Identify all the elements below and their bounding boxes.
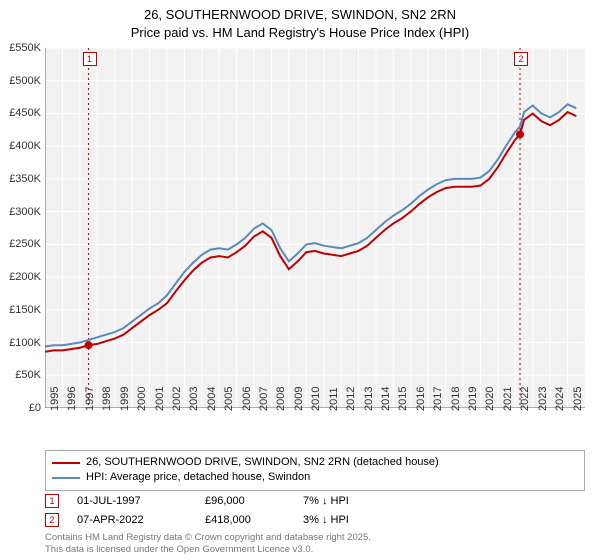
footer-line-1: Contains HM Land Registry data © Crown c…: [45, 532, 371, 544]
y-tick-label: £450K: [9, 107, 41, 119]
y-tick-label: £50K: [15, 369, 41, 381]
x-tick-label: 1995: [49, 387, 61, 411]
x-tick-label: 2005: [223, 387, 235, 411]
transaction-marker: 2: [45, 513, 59, 527]
x-tick-label: 2017: [432, 387, 444, 411]
transaction-row: 2 07-APR-2022 £418,000 3% ↓ HPI: [45, 511, 585, 530]
x-tick-label: 2009: [293, 387, 305, 411]
y-tick-label: £550K: [9, 42, 41, 54]
title-line-1: 26, SOUTHERNWOOD DRIVE, SWINDON, SN2 2RN: [0, 6, 600, 24]
transaction-date: 01-JUL-1997: [77, 492, 187, 511]
legend: 26, SOUTHERNWOOD DRIVE, SWINDON, SN2 2RN…: [45, 450, 585, 491]
y-tick-label: £150K: [9, 304, 41, 316]
legend-swatch: [52, 462, 80, 464]
x-tick-label: 1999: [119, 387, 131, 411]
y-tick-label: £350K: [9, 173, 41, 185]
x-tick-label: 2002: [171, 387, 183, 411]
y-tick-label: £300K: [9, 206, 41, 218]
x-tick-label: 2022: [519, 387, 531, 411]
x-tick-label: 2011: [328, 387, 340, 411]
x-tick-label: 2001: [154, 387, 166, 411]
legend-swatch: [52, 477, 80, 479]
y-tick-label: £250K: [9, 238, 41, 250]
x-tick-label: 2000: [136, 387, 148, 411]
chart-title: 26, SOUTHERNWOOD DRIVE, SWINDON, SN2 2RN…: [0, 0, 600, 41]
x-tick-label: 2021: [502, 387, 514, 411]
x-tick-label: 2007: [258, 387, 270, 411]
x-tick-label: 2019: [467, 387, 479, 411]
y-tick-label: £100K: [9, 337, 41, 349]
x-tick-label: 2004: [206, 387, 218, 411]
x-tick-label: 2012: [345, 387, 357, 411]
x-tick-label: 2024: [554, 387, 566, 411]
x-tick-label: 1998: [101, 387, 113, 411]
transaction-price: £418,000: [205, 511, 285, 530]
x-tick-label: 2018: [450, 387, 462, 411]
y-tick-label: £500K: [9, 75, 41, 87]
y-tick-label: £400K: [9, 140, 41, 152]
x-tick-label: 2003: [188, 387, 200, 411]
transaction-marker: 1: [45, 494, 59, 508]
x-tick-label: 1997: [84, 387, 96, 411]
legend-label: HPI: Average price, detached house, Swin…: [86, 470, 310, 485]
chart-area: £0£50K£100K£150K£200K£250K£300K£350K£400…: [45, 48, 585, 408]
chart-marker-1: 1: [83, 52, 97, 66]
transaction-price: £96,000: [205, 492, 285, 511]
legend-row-price_paid: 26, SOUTHERNWOOD DRIVE, SWINDON, SN2 2RN…: [52, 455, 578, 470]
transaction-row: 1 01-JUL-1997 £96,000 7% ↓ HPI: [45, 492, 585, 511]
transaction-diff: 3% ↓ HPI: [303, 511, 403, 530]
footer: Contains HM Land Registry data © Crown c…: [45, 532, 371, 557]
chart-container: 26, SOUTHERNWOOD DRIVE, SWINDON, SN2 2RN…: [0, 0, 600, 560]
chart-marker-2: 2: [514, 52, 528, 66]
x-tick-label: 2015: [397, 387, 409, 411]
x-tick-label: 2010: [310, 387, 322, 411]
x-tick-label: 1996: [66, 387, 78, 411]
x-tick-label: 2013: [363, 387, 375, 411]
x-tick-label: 2023: [537, 387, 549, 411]
legend-row-hpi: HPI: Average price, detached house, Swin…: [52, 470, 578, 485]
transaction-diff: 7% ↓ HPI: [303, 492, 403, 511]
x-tick-label: 2008: [275, 387, 287, 411]
x-tick-label: 2025: [572, 387, 584, 411]
y-tick-label: £200K: [9, 271, 41, 283]
transaction-date: 07-APR-2022: [77, 511, 187, 530]
x-tick-label: 2014: [380, 387, 392, 411]
y-tick-label: £0: [29, 402, 41, 414]
title-line-2: Price paid vs. HM Land Registry's House …: [0, 24, 600, 42]
plot-svg: [45, 48, 585, 408]
transactions-table: 1 01-JUL-1997 £96,000 7% ↓ HPI 2 07-APR-2022 £…: [45, 492, 585, 529]
x-tick-label: 2006: [241, 387, 253, 411]
x-tick-label: 2016: [415, 387, 427, 411]
legend-label: 26, SOUTHERNWOOD DRIVE, SWINDON, SN2 2RN…: [86, 455, 439, 470]
footer-line-2: This data is licensed under the Open Gov…: [45, 544, 371, 556]
x-tick-label: 2020: [484, 387, 496, 411]
